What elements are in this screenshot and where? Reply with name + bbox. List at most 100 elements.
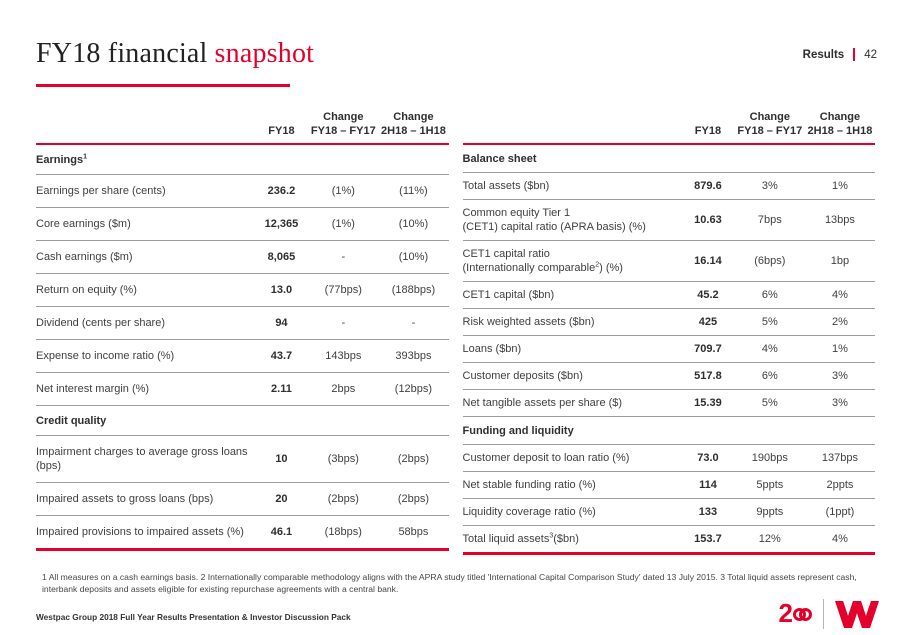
fy18-value: 10.63 bbox=[694, 214, 722, 226]
row-label: Earnings per share (cents) bbox=[36, 185, 166, 197]
fy18-value: 73.0 bbox=[697, 452, 719, 464]
row-label: Liquidity coverage ratio (%) bbox=[462, 506, 596, 518]
tables-area: FY18 Change FY18 – FY17 Change 2H18 – 1H18… bbox=[36, 104, 875, 555]
results-page-indicator: Results 42 bbox=[803, 48, 877, 61]
change-2h18-1h18-value: 3% bbox=[831, 397, 848, 409]
title-accent: snapshot bbox=[214, 38, 315, 69]
change-2h18-1h18-value: (10%) bbox=[398, 218, 429, 230]
change-2h18-1h18-value: 58bps bbox=[398, 526, 429, 538]
data-row: Impairment charges to average gross loan… bbox=[36, 436, 449, 483]
col-header-change-fy18-fy17: Change FY18 – FY17 bbox=[737, 111, 803, 137]
change-2h18-1h18-value: 13bps bbox=[824, 214, 855, 226]
change-fy18-fy17-value: 2bps bbox=[331, 383, 356, 395]
change-fy18-fy17-value: (1%) bbox=[331, 218, 355, 230]
row-label: Funding and liquidity bbox=[462, 425, 574, 437]
fy18-value: 709.7 bbox=[694, 343, 722, 355]
data-row: Net tangible assets per share ($) 15.39 5%… bbox=[462, 390, 875, 417]
data-row: Total liquid assets3($bn) 153.7 12% 4% bbox=[463, 526, 876, 552]
col-header-change-fy18-fy17: Change FY18 – FY17 bbox=[310, 111, 376, 137]
change-2h18-1h18-value: 1bp bbox=[830, 255, 850, 267]
col-header-change-2h18-1h18: Change 2H18 – 1H18 bbox=[381, 111, 446, 137]
row-label: Dividend (cents per share) bbox=[36, 317, 166, 329]
data-row: Impaired assets to gross loans (bps) 20 (2… bbox=[36, 483, 449, 516]
data-row: Expense to income ratio (%) 43.7 143bps 393… bbox=[36, 340, 449, 373]
change-2h18-1h18-value: 393bps bbox=[395, 350, 432, 362]
row-label: Customer deposit to loan ratio (%) bbox=[462, 452, 630, 464]
logo-digit: 2 bbox=[778, 598, 794, 628]
row-label: Common equity Tier 1 (CET1) capital rati… bbox=[462, 207, 646, 233]
data-row: Net interest margin (%) 2.11 2bps (12bps) bbox=[36, 373, 449, 406]
fy18-value: 20 bbox=[275, 493, 288, 505]
results-divider bbox=[853, 48, 856, 61]
fy18-value: 46.1 bbox=[270, 526, 293, 538]
row-label: Risk weighted assets ($bn) bbox=[462, 316, 595, 328]
change-2h18-1h18-value: 1% bbox=[831, 180, 848, 192]
row-label: Impairment charges to average gross loan… bbox=[36, 446, 248, 472]
change-2h18-1h18-value: (2bps) bbox=[397, 453, 430, 465]
change-fy18-fy17-value: (18bps) bbox=[324, 526, 362, 538]
change-2h18-1h18-value: 3% bbox=[831, 370, 848, 382]
change-fy18-fy17-value: 9ppts bbox=[756, 506, 784, 518]
logo-divider bbox=[823, 599, 824, 629]
change-fy18-fy17-value: (77bps) bbox=[324, 284, 362, 296]
westpac-200-anniversary-logo: 2 bbox=[778, 598, 812, 628]
col-header-fy18: FY18 bbox=[694, 125, 722, 137]
change-fy18-fy17-value: 3% bbox=[761, 180, 778, 192]
table-body: Earnings1 Earnings per share (cents) 236.2… bbox=[36, 145, 449, 548]
change-fy18-fy17-value: 6% bbox=[761, 289, 778, 301]
table-header-row: FY18 Change FY18 – FY17 Change 2H18 – 1H18 bbox=[36, 104, 449, 145]
fy18-value: 15.39 bbox=[694, 397, 722, 409]
data-row: Core earnings ($m) 12,365 (1%) (10%) bbox=[36, 208, 449, 241]
table-header-row: FY18 Change FY18 – FY17 Change 2H18 – 1H18 bbox=[462, 104, 875, 145]
change-fy18-fy17-value: 12% bbox=[758, 533, 781, 545]
change-fy18-fy17-value: 5% bbox=[761, 316, 778, 328]
change-fy18-fy17-value: 5% bbox=[761, 397, 778, 409]
fy18-value: 94 bbox=[275, 317, 288, 329]
data-row: Customer deposit to loan ratio (%) 73.0 19… bbox=[462, 445, 875, 472]
fy18-value: 10 bbox=[275, 453, 288, 465]
fy18-value: 13.0 bbox=[270, 284, 293, 296]
data-row: CET1 capital ratio (Internationally comp… bbox=[462, 241, 875, 282]
data-row: Customer deposits ($bn) 517.8 6% 3% bbox=[462, 363, 875, 390]
change-fy18-fy17-value: - bbox=[341, 317, 346, 329]
data-row: Liquidity coverage ratio (%) 133 9ppts (1pp… bbox=[462, 499, 875, 526]
data-row: Loans ($bn) 709.7 4% 1% bbox=[462, 336, 875, 363]
row-label: Net interest margin (%) bbox=[36, 383, 150, 395]
change-2h18-1h18-value: (12bps) bbox=[394, 383, 433, 395]
data-row: Net stable funding ratio (%) 114 5ppts 2ppt… bbox=[462, 472, 875, 499]
data-row: Cash earnings ($m) 8,065 - (10%) bbox=[36, 241, 449, 274]
title-underline bbox=[36, 84, 290, 87]
change-fy18-fy17-value: 190bps bbox=[751, 452, 788, 464]
change-2h18-1h18-value: 4% bbox=[831, 289, 848, 301]
change-fy18-fy17-value: (1%) bbox=[331, 185, 355, 197]
data-row: Dividend (cents per share) 94 - - bbox=[36, 307, 449, 340]
col-header-fy18: FY18 bbox=[268, 125, 295, 137]
row-label: Loans ($bn) bbox=[462, 343, 522, 355]
row-label: Total assets ($bn) bbox=[462, 180, 550, 192]
change-2h18-1h18-value: 4% bbox=[831, 533, 848, 545]
change-2h18-1h18-value: 1% bbox=[831, 343, 848, 355]
row-label: Cash earnings ($m) bbox=[36, 251, 133, 263]
change-fy18-fy17-value: 5ppts bbox=[756, 479, 784, 491]
section-header-row: Funding and liquidity bbox=[462, 417, 875, 445]
fy18-value: 236.2 bbox=[267, 185, 296, 197]
row-label: Earnings1 bbox=[36, 153, 87, 166]
row-label: CET1 capital ($bn) bbox=[462, 289, 555, 301]
change-fy18-fy17-value: 4% bbox=[761, 343, 778, 355]
change-2h18-1h18-value: (11%) bbox=[399, 185, 428, 197]
row-label: CET1 capital ratio (Internationally comp… bbox=[462, 248, 623, 274]
row-label: Customer deposits ($bn) bbox=[462, 370, 583, 382]
data-row: CET1 capital ($bn) 45.2 6% 4% bbox=[462, 282, 875, 309]
fy18-value: 425 bbox=[698, 316, 718, 328]
row-label: Impaired provisions to impaired assets (… bbox=[36, 526, 244, 538]
fy18-value: 879.6 bbox=[694, 180, 722, 192]
change-fy18-fy17-value: 143bps bbox=[325, 350, 362, 362]
change-2h18-1h18-value: (2bps) bbox=[397, 493, 430, 505]
title-main: FY18 financial bbox=[36, 38, 208, 69]
change-fy18-fy17-value: - bbox=[341, 251, 346, 263]
row-label: Expense to income ratio (%) bbox=[36, 350, 175, 362]
westpac-logo: 2 bbox=[779, 599, 879, 629]
change-fy18-fy17-value: 7bps bbox=[757, 214, 782, 226]
fy18-value: 12,365 bbox=[264, 218, 299, 230]
